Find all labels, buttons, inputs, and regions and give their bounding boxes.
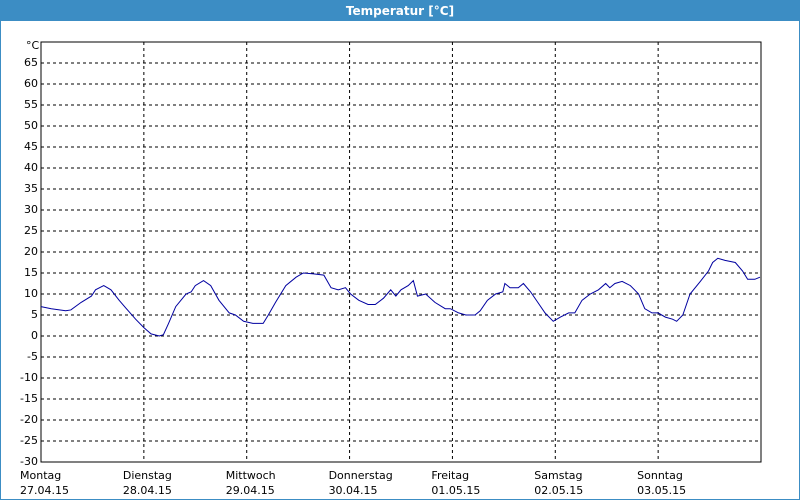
x-tick-date: 02.05.15 [534,484,583,497]
y-tick-label: 30 [24,203,38,216]
y-tick-label: 20 [24,245,38,258]
y-axis-label: °C [26,39,40,52]
y-tick-label: 35 [24,182,38,195]
y-tick-label: 45 [24,140,38,153]
x-tick-date: 27.04.15 [20,484,69,497]
y-tick-label: 10 [24,287,38,300]
temperature-line [40,257,761,337]
y-tick-label: 15 [24,266,38,279]
x-tick-label: Montag [20,469,61,482]
y-tick-label: 65 [24,56,38,69]
y-tick-label: -25 [20,434,38,447]
x-tick-label: Dienstag [123,469,172,482]
y-tick-label: 0 [31,329,38,342]
y-tick-label: 55 [24,98,38,111]
y-tick-label: -5 [27,350,38,363]
x-tick-date: 29.04.15 [226,484,275,497]
y-tick-label: -10 [20,371,38,384]
x-tick-label: Mittwoch [226,469,276,482]
x-tick-date: 01.05.15 [431,484,480,497]
x-tick-label: Freitag [431,469,469,482]
x-tick-label: Donnerstag [329,469,393,482]
window-title: Temperatur [°C] [1,1,799,21]
x-tick-date: 28.04.15 [123,484,172,497]
y-tick-label: -15 [20,392,38,405]
y-tick-label: 60 [24,77,38,90]
y-tick-label: -20 [20,413,38,426]
y-tick-label: 40 [24,161,38,174]
x-tick-date: 03.05.15 [637,484,686,497]
x-tick-label: Sonntag [637,469,683,482]
y-tick-label: -30 [20,455,38,468]
y-tick-label: 50 [24,119,38,132]
x-tick-label: Samstag [534,469,582,482]
x-tick-date: 30.04.15 [329,484,378,497]
y-tick-label: 25 [24,224,38,237]
y-tick-label: 5 [31,308,38,321]
